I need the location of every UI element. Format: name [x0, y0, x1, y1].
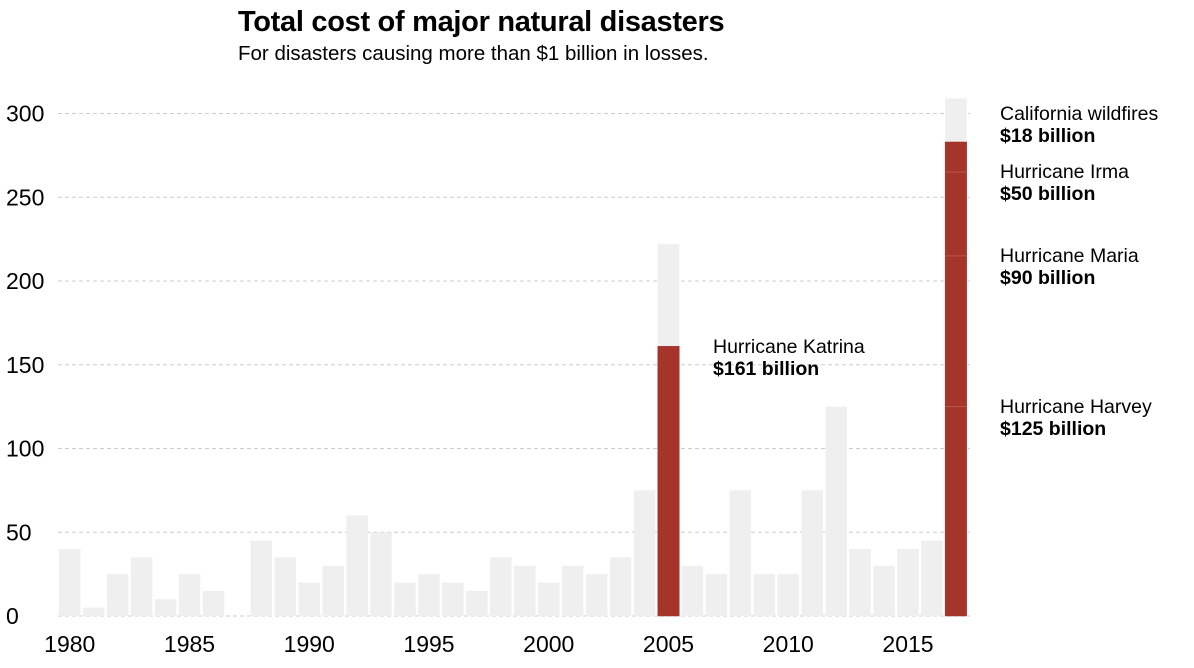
annotation-name-california-wildfires: California wildfires: [1000, 103, 1158, 125]
y-tick-label: 0: [6, 603, 19, 629]
bar-total-1991: [322, 565, 344, 616]
bar-total-1999: [514, 565, 536, 616]
annotation-name-hurricane-maria: Hurricane Maria: [1000, 245, 1139, 267]
annotation-value-hurricane-irma: $50 billion: [1000, 183, 1095, 205]
bar-total-1984: [154, 599, 177, 616]
bar-total-2007: [705, 574, 728, 616]
bar-total-1982: [106, 574, 129, 616]
bar-total-2004: [633, 490, 656, 616]
bar-total-1995: [418, 574, 440, 616]
y-axis-ticks: 0 50 100 150 200 250 300: [6, 101, 44, 630]
x-tick-label: 1985: [164, 631, 215, 657]
bar-total-1986: [202, 590, 225, 616]
bar-total-2014: [873, 565, 895, 616]
x-tick-label: 1995: [403, 631, 454, 657]
bar-total-2003: [609, 557, 632, 616]
chart-subtitle: For disasters causing more than $1 billi…: [238, 42, 709, 65]
bar-total-2010: [777, 574, 799, 616]
bar-total-2015: [897, 549, 919, 616]
y-tick-label: 100: [6, 436, 44, 462]
bar-total-1994: [394, 582, 416, 616]
bar-total-2006: [681, 565, 704, 616]
bar-total-1998: [490, 557, 512, 616]
bar-total-2012: [825, 406, 847, 616]
bar-total-2009: [753, 574, 776, 616]
annotation-value-california-wildfires: $18 billion: [1000, 125, 1095, 147]
x-tick-label: 2000: [523, 631, 574, 657]
annotation-name-hurricane-irma: Hurricane Irma: [1000, 161, 1129, 183]
x-tick-label: 2005: [643, 631, 694, 657]
annotation-value-hurricane-maria: $90 billion: [1000, 267, 1095, 289]
bars: [59, 98, 967, 617]
bar-segment-hurricane-irma: [944, 171, 967, 257]
chart-title: Total cost of major natural disasters: [238, 6, 725, 38]
bar-total-1988: [250, 540, 273, 616]
bar-total-1997: [466, 590, 488, 616]
bar-total-1989: [274, 557, 297, 616]
annotation-name-hurricane-harvey: Hurricane Harvey: [1000, 396, 1152, 418]
bar-total-1996: [442, 582, 464, 616]
bar-total-2013: [849, 549, 871, 616]
y-tick-label: 150: [6, 352, 44, 378]
y-tick-label: 250: [6, 184, 44, 210]
x-tick-label: 2015: [882, 631, 933, 657]
bar-total-1980: [59, 549, 81, 616]
bar-total-2016: [921, 540, 943, 616]
bar-total-2011: [801, 490, 823, 616]
bar-total-1990: [298, 582, 320, 616]
bar-segment-california-wildfires: [944, 141, 967, 173]
bar-segment-hurricane-harvey: [944, 406, 967, 617]
bar-total-1992: [346, 515, 368, 616]
x-tick-label: 1980: [44, 631, 95, 657]
bar-total-2000: [538, 582, 560, 616]
x-axis-ticks: 1980 1985 1990 1995 2000 2005 2010 2015: [44, 631, 933, 657]
x-tick-label: 1990: [284, 631, 335, 657]
y-tick-label: 200: [6, 268, 44, 294]
bar-total-2008: [729, 490, 752, 616]
bar-segment-hurricane-maria: [944, 255, 967, 407]
y-tick-label: 300: [6, 101, 44, 127]
bar-total-1993: [370, 532, 392, 616]
y-tick-label: 50: [6, 519, 32, 545]
bar-total-1981: [82, 607, 105, 616]
bar-total-1985: [178, 574, 201, 616]
annotation-value-hurricane-harvey: $125 billion: [1000, 418, 1106, 440]
annotations: Hurricane Katrina$161 billion Hurricane H…: [713, 103, 1158, 440]
bar-segment-hurricane-katrina: [657, 346, 680, 617]
annotation-name-hurricane-katrina: Hurricane Katrina: [713, 336, 865, 358]
annotation-value-hurricane-katrina: $161 billion: [713, 358, 819, 380]
x-tick-label: 2010: [763, 631, 814, 657]
bar-total-1983: [130, 557, 153, 616]
bar-total-2001: [561, 565, 584, 616]
bar-total-2002: [585, 574, 608, 616]
